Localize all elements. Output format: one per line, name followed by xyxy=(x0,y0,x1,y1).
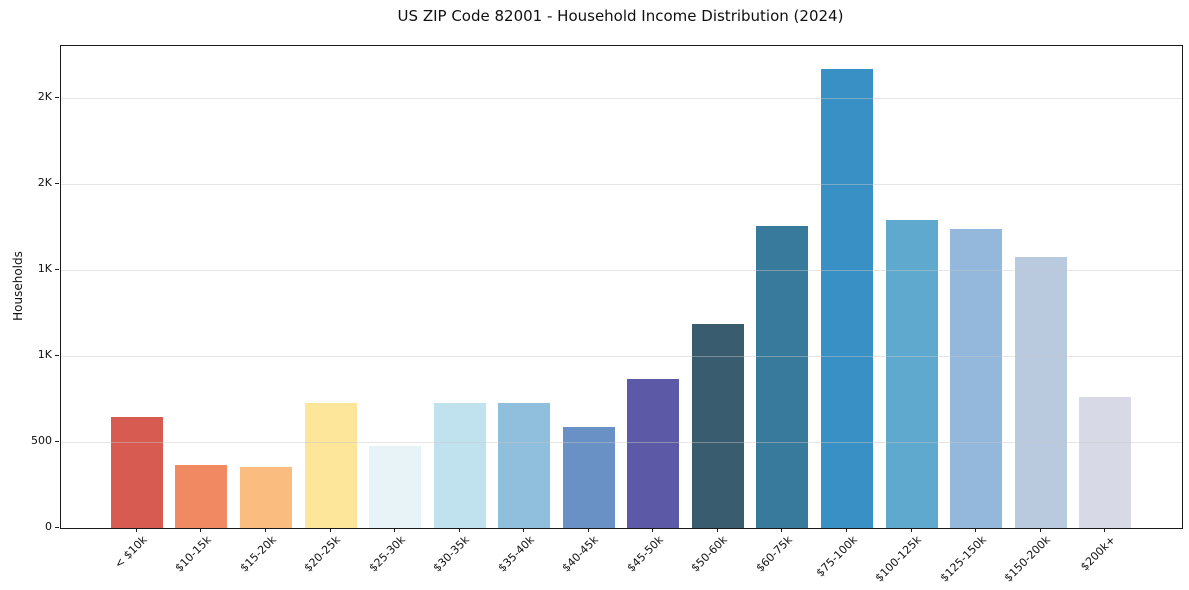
x-tick-label: $60-75k xyxy=(753,533,795,575)
bar-$45-50k xyxy=(627,379,680,528)
gridline xyxy=(60,356,1182,358)
bar-$25-30k xyxy=(369,446,421,528)
y-tick-mark xyxy=(55,441,59,443)
y-tick-mark xyxy=(55,97,59,99)
bar-$30-35k xyxy=(433,403,486,528)
bar-< $10k xyxy=(110,417,163,528)
x-tick-mark xyxy=(910,528,912,532)
y-tick-label: 2K xyxy=(37,176,52,190)
x-tick-mark xyxy=(394,528,395,532)
x-tick-mark xyxy=(329,528,331,532)
y-tick-mark xyxy=(55,355,59,357)
plot-area xyxy=(59,45,1183,529)
gridline xyxy=(60,442,1182,444)
x-tick-mark xyxy=(1104,528,1106,532)
x-tick-label: < $10k xyxy=(111,533,150,571)
x-tick-label: $10-15k xyxy=(172,533,214,575)
y-tick-label: 500 xyxy=(31,434,52,448)
x-tick-label: $75-100k xyxy=(813,533,860,580)
bar-$20-25k xyxy=(304,403,357,528)
bar-$50-60k xyxy=(691,323,744,528)
x-tick-mark xyxy=(652,528,654,532)
y-axis-label: Households xyxy=(11,251,25,321)
x-tick-label: $30-35k xyxy=(430,533,473,575)
x-tick-label: $35-40k xyxy=(495,533,537,575)
x-tick-mark xyxy=(846,528,847,532)
bar-$60-75k xyxy=(756,225,809,528)
x-tick-label: $15-20k xyxy=(237,533,279,575)
y-tick-mark xyxy=(55,527,59,528)
x-tick-mark xyxy=(1039,528,1041,532)
x-tick-label: $25-30k xyxy=(366,533,408,575)
x-tick-mark xyxy=(587,528,589,532)
chart-title: US ZIP Code 82001 - Household Income Dis… xyxy=(397,7,844,25)
x-tick-label: $150-200k xyxy=(1001,533,1054,585)
x-tick-label: $50-60k xyxy=(689,533,731,575)
x-tick-label: $125-150k xyxy=(937,533,989,585)
y-tick-mark xyxy=(55,269,59,271)
x-tick-label: $40-45k xyxy=(559,533,602,575)
bar-$100-125k xyxy=(885,220,938,528)
y-tick-label: 0 xyxy=(45,520,52,533)
bar-$200k+ xyxy=(1079,397,1132,528)
x-tick-mark xyxy=(264,528,266,532)
x-tick-mark xyxy=(716,528,718,532)
x-tick-mark xyxy=(458,528,460,532)
x-tick-mark xyxy=(781,528,783,532)
bar-$15-20k xyxy=(239,467,292,528)
y-tick-label: 1K xyxy=(37,262,52,276)
x-tick-label: $200k+ xyxy=(1077,533,1118,574)
bar-$35-40k xyxy=(498,403,551,528)
bar-$40-45k xyxy=(562,426,615,528)
x-tick-label: $20-25k xyxy=(301,533,343,575)
bar-$150-200k xyxy=(1014,256,1067,528)
x-tick-label: $45-50k xyxy=(624,533,666,575)
x-tick-mark xyxy=(135,528,137,532)
gridline xyxy=(60,270,1182,272)
gridline xyxy=(60,98,1182,100)
bar-$10-15k xyxy=(175,465,228,528)
bar-$75-100k xyxy=(821,69,873,528)
x-tick-label: $100-125k xyxy=(872,533,924,585)
x-tick-mark xyxy=(200,528,202,532)
y-tick-mark xyxy=(55,183,59,185)
bar-$125-150k xyxy=(950,229,1003,528)
x-tick-mark xyxy=(523,528,525,532)
x-tick-mark xyxy=(975,528,977,532)
gridline xyxy=(60,184,1182,186)
y-tick-label: 2K xyxy=(37,90,52,104)
y-tick-label: 1K xyxy=(37,348,52,362)
